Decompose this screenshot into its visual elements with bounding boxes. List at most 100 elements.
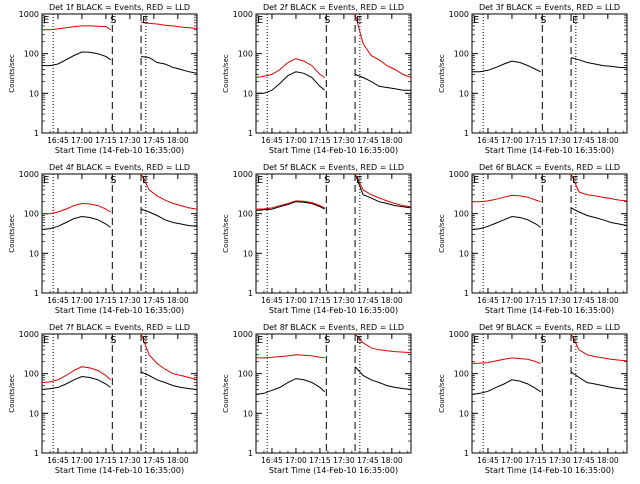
x-tick-label: 17:15 — [309, 456, 331, 465]
panel-title: Det 7f BLACK = Events, RED = LLD — [49, 323, 190, 332]
x-tick-label: 16:45 — [261, 296, 283, 305]
x-tick-label: 17:15 — [309, 136, 331, 145]
series-line-events — [570, 57, 627, 69]
event-marker-s: S — [540, 335, 546, 346]
series-line-lld — [42, 366, 112, 383]
series-line-lld — [42, 202, 111, 215]
panel-4: Det 4f BLACK = Events, RED = LLD 1 10 100 10… — [8, 163, 198, 315]
event-marker-e: E — [257, 335, 263, 346]
panel-title: Det 8f BLACK = Events, RED = LLD — [263, 323, 404, 332]
y-tick-label: 1000 — [449, 330, 469, 339]
x-tick-label: 16:45 — [47, 296, 69, 305]
event-marker-e: E — [43, 335, 49, 346]
x-axis-label: Start Time (14-Feb-10 16:35:00) — [485, 466, 614, 475]
y-axis-label: Counts/sec — [438, 54, 446, 93]
series-line-lld — [354, 334, 411, 354]
y-tick-label: 100 — [454, 370, 469, 379]
x-tick-label: 17:30 — [333, 296, 355, 305]
event-marker-e: E — [473, 175, 479, 186]
event-marker-e: E — [142, 175, 148, 186]
panel-6: Det 6f BLACK = Events, RED = LLD 1 10 100 10… — [438, 163, 628, 315]
series-line-lld — [140, 174, 197, 210]
series-line-lld — [570, 174, 627, 202]
series-line-lld — [354, 174, 411, 208]
event-marker-e: E — [473, 335, 479, 346]
x-tick-label: 17:30 — [333, 456, 355, 465]
y-axis-label: Counts/sec — [438, 374, 446, 413]
y-tick-label: 1000 — [19, 170, 39, 179]
panel-1: Det 1f BLACK = Events, RED = LLD 1 10 100 10… — [8, 3, 198, 155]
y-tick-label: 10 — [459, 89, 469, 98]
series-line-events — [256, 378, 326, 395]
y-tick-label: 1000 — [449, 10, 469, 19]
panel-5: Det 5f BLACK = Events, RED = LLD 1 10 100 10… — [222, 163, 412, 315]
series-line-events — [472, 60, 541, 73]
y-tick-label: 10 — [29, 249, 39, 258]
x-axis-label: Start Time (14-Feb-10 16:35:00) — [55, 466, 184, 475]
event-marker-s: S — [540, 15, 546, 26]
series-line-lld — [472, 357, 541, 364]
panel-9: Det 9f BLACK = Events, RED = LLD 1 10 100 10… — [438, 323, 628, 475]
x-tick-label: 17:30 — [549, 136, 571, 145]
y-tick-label: 1000 — [19, 330, 39, 339]
y-tick-label: 1000 — [233, 330, 253, 339]
series-line-events — [570, 371, 627, 390]
x-tick-label: 17:30 — [549, 296, 571, 305]
x-axis-label: Start Time (14-Feb-10 16:35:00) — [485, 146, 614, 155]
x-tick-label: 17:30 — [119, 456, 141, 465]
series-line-events — [42, 375, 111, 390]
event-marker-e: E — [572, 335, 578, 346]
y-tick-label: 1 — [34, 449, 39, 458]
y-tick-label: 1 — [464, 129, 469, 138]
panel-2: Det 2f BLACK = Events, RED = LLD 1 10 100 10… — [222, 3, 412, 155]
x-tick-label: 17:00 — [71, 456, 93, 465]
series-line-events — [570, 207, 627, 227]
y-tick-label: 1 — [248, 449, 253, 458]
y-tick-label: 10 — [459, 409, 469, 418]
event-marker-e: E — [572, 175, 578, 186]
plot-frame — [41, 333, 198, 454]
x-tick-label: 17:15 — [95, 296, 117, 305]
series-line-lld — [141, 21, 197, 29]
event-marker-e: E — [356, 335, 362, 346]
x-tick-label: 17:15 — [309, 296, 331, 305]
event-marker-e: E — [572, 15, 578, 26]
panel-title: Det 9f BLACK = Events, RED = LLD — [479, 323, 620, 332]
y-axis-label: Counts/sec — [8, 374, 16, 413]
x-tick-label: 17:45 — [143, 456, 165, 465]
y-tick-label: 100 — [454, 50, 469, 59]
x-tick-label: 17:00 — [71, 296, 93, 305]
y-tick-label: 1000 — [233, 10, 253, 19]
y-tick-label: 100 — [24, 370, 39, 379]
x-axis-label: Start Time (14-Feb-10 16:35:00) — [269, 306, 398, 315]
event-marker-e: E — [142, 15, 148, 26]
y-axis-label: Counts/sec — [8, 54, 16, 93]
event-marker-e: E — [43, 175, 49, 186]
y-tick-label: 1 — [34, 289, 39, 298]
x-tick-label: 16:45 — [477, 296, 499, 305]
event-marker-e: E — [356, 15, 362, 26]
panel-3: Det 3f BLACK = Events, RED = LLD 1 10 100 10… — [438, 3, 628, 155]
x-tick-label: 18:00 — [167, 296, 189, 305]
series-line-lld — [256, 58, 325, 78]
panel-title: Det 5f BLACK = Events, RED = LLD — [263, 163, 404, 172]
series-line-events — [140, 208, 197, 227]
x-axis-label: Start Time (14-Feb-10 16:35:00) — [55, 146, 184, 155]
x-tick-label: 17:15 — [525, 296, 547, 305]
x-tick-label: 18:00 — [381, 136, 403, 145]
x-axis-label: Start Time (14-Feb-10 16:35:00) — [485, 306, 614, 315]
x-tick-label: 18:00 — [381, 296, 403, 305]
x-tick-label: 18:00 — [167, 456, 189, 465]
x-tick-label: 17:30 — [549, 456, 571, 465]
panel-title: Det 4f BLACK = Events, RED = LLD — [49, 163, 190, 172]
x-tick-label: 16:45 — [261, 456, 283, 465]
plot-frame — [471, 333, 628, 454]
event-marker-e: E — [43, 15, 49, 26]
x-tick-label: 17:00 — [501, 456, 523, 465]
y-axis-label: Counts/sec — [222, 54, 230, 93]
series-line-events — [42, 51, 111, 67]
event-marker-e: E — [473, 15, 479, 26]
event-marker-s: S — [110, 175, 116, 186]
